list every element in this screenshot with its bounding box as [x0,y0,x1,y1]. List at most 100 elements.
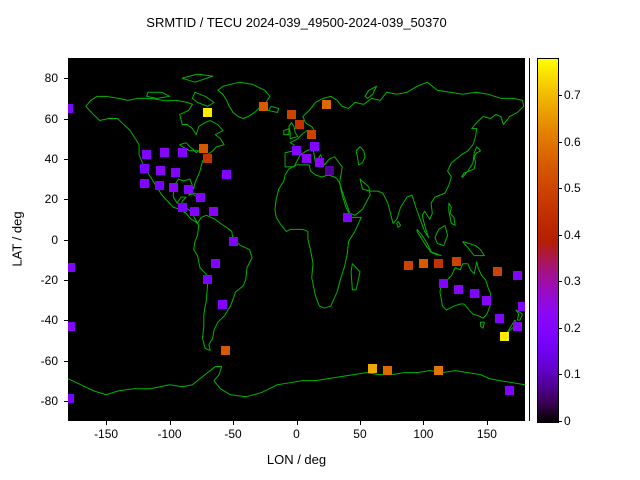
y-tick-mark [64,360,68,362]
tec-cell [203,107,213,117]
tec-cell [342,212,352,222]
tec-cell [383,366,393,376]
x-tick-label: -150 [94,427,119,441]
tec-cell [68,394,74,404]
tec-cell [177,148,187,158]
tec-cell [159,148,169,158]
y-tick-mark [64,158,68,160]
tec-cell [294,120,304,130]
tec-cell [286,109,296,119]
x-tick-mark [169,421,171,425]
tec-cell [177,202,187,212]
colorbar-tick-mark [558,421,562,422]
colorbar-tick-label: 0.7 [564,88,581,103]
tec-cell [482,295,492,305]
x-tick-label: -100 [157,427,182,441]
y-tick-mark [64,78,68,80]
colorbar-tick-label: 0.5 [564,181,581,196]
tec-cell [190,206,200,216]
tec-cell [418,259,428,269]
x-tick-mark [486,421,488,425]
tec-cell [434,366,444,376]
tec-cell [168,182,178,192]
y-tick-mark [64,239,68,241]
tec-cell [434,259,444,269]
y-tick-label: 0 [51,232,58,247]
tec-cell [505,386,515,396]
x-tick-label: 0 [293,427,300,441]
tec-cell [68,321,76,331]
tec-cell [199,144,209,154]
y-tick-mark [64,199,68,201]
world-map [68,58,525,421]
tec-cell [171,168,181,178]
y-tick-label: 40 [44,151,58,166]
colorbar-tick-mark [558,234,562,236]
tec-cell [184,184,194,194]
x-tick-mark [296,421,298,425]
tec-cell [210,259,220,269]
y-axis-label: LAT / deg [9,211,25,267]
tec-cell [492,267,502,277]
tec-cell [203,154,213,164]
x-tick-mark [233,421,235,425]
tec-cell [439,279,449,289]
tec-cell [68,103,73,113]
x-tick-mark [106,421,108,425]
colorbar-tick-mark [558,327,562,329]
tec-cell [154,180,164,190]
x-tick-label: 150 [476,427,497,441]
tec-cell [314,158,324,168]
tec-cell [218,299,228,309]
colorbar [537,58,559,423]
tec-cell [142,150,152,160]
colorbar-tick-label: 0 [564,414,571,428]
tec-cell [500,331,510,341]
tec-cell [302,154,312,164]
x-axis-label: LON / deg [266,452,327,467]
colorbar-tick-label: 0.6 [564,134,581,149]
colorbar-tick-mark [558,95,562,97]
tec-cell [454,285,464,295]
tec-cell [292,146,301,156]
x-tick-label: 50 [353,427,367,441]
plot-right-divider [529,58,530,421]
tec-cell [517,301,525,311]
tec-cell [322,99,332,109]
y-tick-label: 20 [44,192,58,207]
tec-cell [309,142,319,152]
y-tick-mark [64,320,68,322]
y-tick-label: 80 [44,71,58,86]
tec-cell [258,101,268,111]
colorbar-tick-mark [558,281,562,283]
tec-cell [495,313,505,323]
y-tick-label: 60 [44,111,58,126]
tec-cell [403,261,413,271]
colorbar-tick-mark [558,188,562,190]
tec-cell [156,166,166,176]
tec-cell [195,192,205,202]
chart-title: SRMTID / TECU 2024-039_49500-2024-039_50… [146,15,447,30]
tec-cell [451,257,461,267]
tec-cell [209,206,219,216]
colorbar-tick-label: 0.4 [564,227,581,242]
tec-cell [325,166,334,176]
y-tick-label: -20 [40,272,58,287]
tec-cell [228,237,238,247]
plot-area [68,58,525,421]
colorbar-tick-label: 0.3 [564,274,581,289]
tec-cell [139,164,149,174]
tec-cell [307,130,317,140]
tec-cell [68,263,76,273]
tec-cell [469,289,479,299]
y-tick-label: -80 [40,393,58,408]
colorbar-tick-label: 0.1 [564,367,581,382]
colorbar-tick-mark [558,141,562,143]
tec-cell [139,178,149,188]
x-tick-mark [423,421,425,425]
y-tick-mark [64,279,68,281]
colorbar-tick-label: 0.2 [564,320,581,335]
x-tick-mark [359,421,361,425]
y-tick-mark [64,400,68,402]
